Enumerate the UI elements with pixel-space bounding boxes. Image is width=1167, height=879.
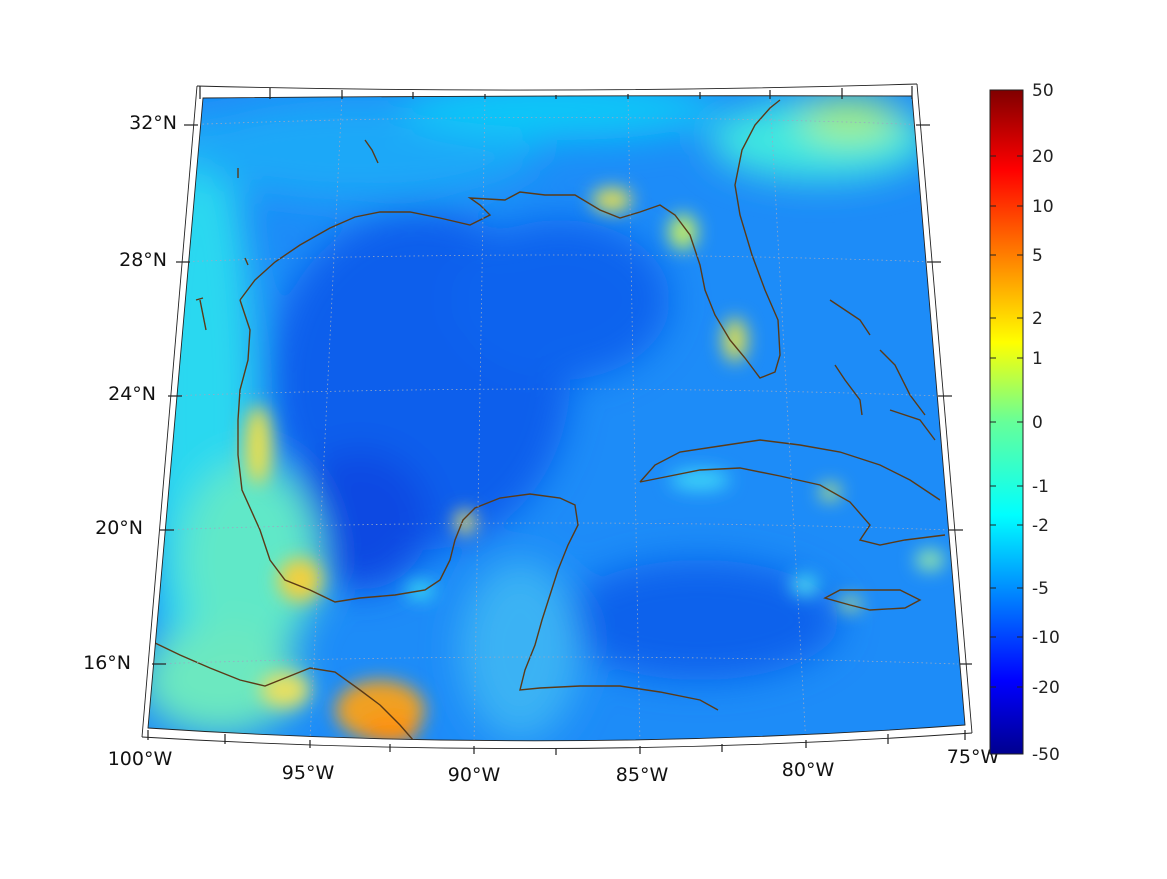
data-field xyxy=(148,95,965,741)
coastlines xyxy=(152,99,946,741)
colorbar-label: -1 xyxy=(1032,477,1049,497)
frame-ticks xyxy=(147,86,972,755)
colorbar-label: 5 xyxy=(1032,246,1043,266)
colorbar-ticks xyxy=(990,89,1023,755)
colorbar-label: 10 xyxy=(1032,197,1054,217)
lat-label: 32°N xyxy=(129,112,177,134)
colorbar-label: -50 xyxy=(1032,745,1060,765)
lon-label: 90°W xyxy=(448,764,501,786)
colorbar-labels: 50 20 10 5 2 1 0 -1 -2 -5 -10 -20 -50 xyxy=(1032,81,1060,765)
colorbar-label: 0 xyxy=(1032,413,1043,433)
longitude-labels: 100°W 95°W 90°W 85°W 80°W 75°W xyxy=(108,746,1000,786)
lat-label: 24°N xyxy=(108,383,156,405)
colorbar-label: 20 xyxy=(1032,147,1054,167)
lat-label: 16°N xyxy=(83,652,131,674)
colorbar-label: 2 xyxy=(1032,309,1043,329)
colorbar-label: 50 xyxy=(1032,81,1054,101)
colorbar-label: 1 xyxy=(1032,349,1043,369)
latitude-labels: 32°N 28°N 24°N 20°N 16°N xyxy=(83,112,177,674)
colorbar-label: -20 xyxy=(1032,678,1060,698)
lon-label: 75°W xyxy=(947,746,1000,768)
graticule xyxy=(151,95,959,741)
lon-label: 80°W xyxy=(782,759,835,781)
colorbar-label: -2 xyxy=(1032,516,1049,536)
colorbar-label: -5 xyxy=(1032,579,1049,599)
map-frame xyxy=(141,83,973,750)
colorbar-label: -10 xyxy=(1032,628,1060,648)
lat-label: 28°N xyxy=(119,249,167,271)
lon-label: 100°W xyxy=(108,748,173,770)
lon-label: 85°W xyxy=(616,764,669,786)
lon-label: 95°W xyxy=(282,762,335,784)
lat-label: 20°N xyxy=(95,517,143,539)
